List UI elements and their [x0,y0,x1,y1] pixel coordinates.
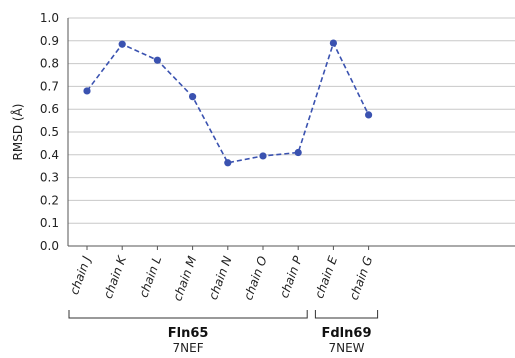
y-tick-label: 0.6 [40,102,59,116]
group-bracket [68,310,308,319]
x-tick-label: chain J [67,254,94,297]
y-tick-label: 0.8 [40,57,59,71]
data-point [153,56,161,64]
group-name: Fdln69 [322,326,372,341]
data-point [365,111,373,119]
data-point [118,40,126,48]
series-line [86,40,370,164]
x-tick-label: chain K [101,253,130,300]
x-tick-label: chain N [206,254,235,301]
x-tick-label: chain L [136,254,164,299]
y-tick-label: 0.3 [40,171,59,185]
group-pdb-id: 7NEW [328,341,364,355]
x-tick-label: chain E [312,254,340,300]
y-tick-label: 0.0 [40,239,59,253]
x-tick-label: chain G [347,254,376,302]
y-tick-label: 0.2 [40,193,59,207]
y-tick-label: 0.1 [40,216,59,230]
y-tick-labels: 0.0 0.1 0.2 0.3 0.4 0.5 0.6 0.7 0.8 0.9 1.0 [40,11,59,253]
axes [67,18,515,247]
x-tick-label: chain P [277,254,305,300]
data-point [294,148,302,157]
data-point [189,93,197,101]
y-axis-title: RMSD (Å) [10,104,25,161]
series-layer [83,39,373,167]
y-tick-label: 0.7 [40,79,59,93]
group-name: Fln65 [168,326,209,341]
data-point [329,39,337,47]
x-tick-label: chain O [241,254,270,302]
data-point [83,87,91,95]
group-pdb-id: 7NEF [173,341,204,355]
grid-lines [68,17,515,224]
y-tick-label: 0.4 [40,148,59,162]
x-tick-label: chain M [170,254,199,303]
y-tick-label: 1.0 [40,11,59,25]
y-tick-label: 0.5 [40,125,59,139]
data-point [224,159,232,167]
y-tick-label: 0.9 [40,34,59,48]
data-point [259,152,267,160]
group-bracket [314,310,379,319]
